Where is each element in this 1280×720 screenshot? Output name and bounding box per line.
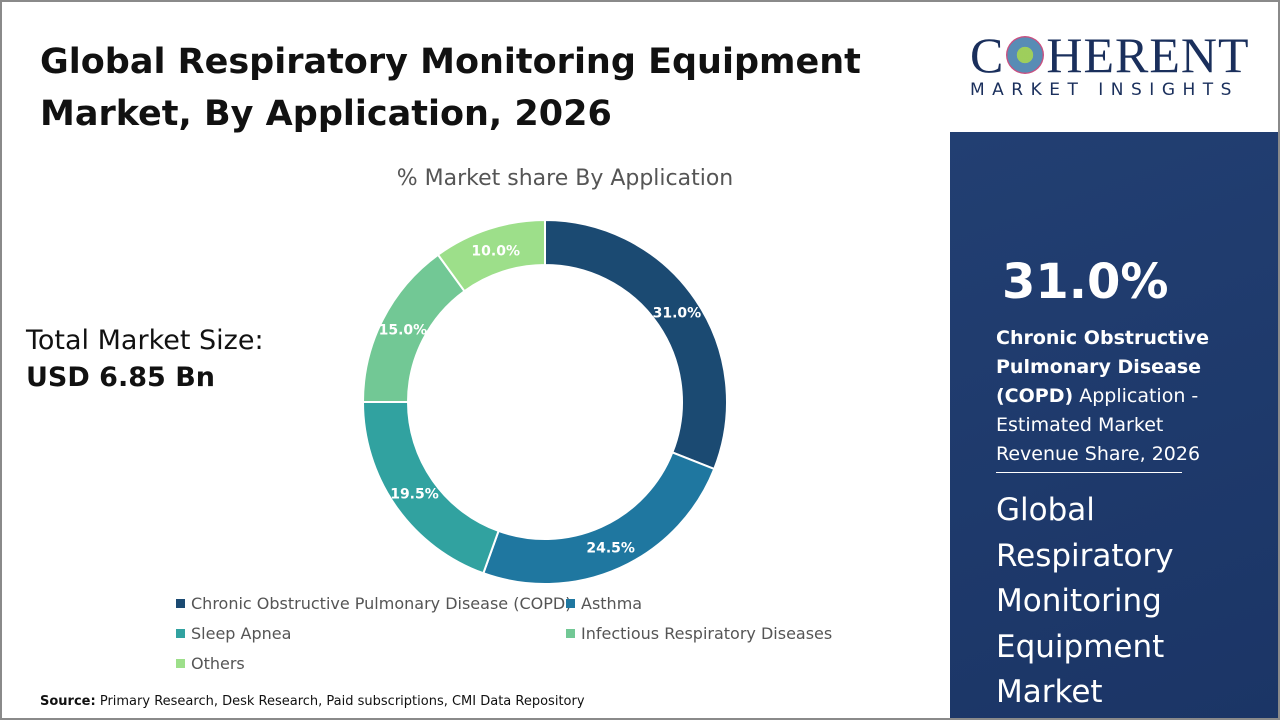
legend-swatch xyxy=(566,599,575,608)
legend-item-0: Chronic Obstructive Pulmonary Disease (C… xyxy=(176,594,571,613)
data-label-0: 31.0% xyxy=(653,305,702,321)
donut-chart: 31.0% 24.5% 19.5% 15.0% 10.0% xyxy=(361,218,728,585)
data-label-1: 24.5% xyxy=(586,540,635,556)
coherent-logo: C HERENT MARKET INSIGHTS xyxy=(950,2,1278,132)
data-label-3: 15.0% xyxy=(379,323,428,339)
legend-swatch xyxy=(176,629,185,638)
highlight-description: Chronic Obstructive Pulmonary Disease (C… xyxy=(996,324,1226,469)
legend-label: Chronic Obstructive Pulmonary Disease (C… xyxy=(191,594,572,613)
highlight-panel: 31.0% Chronic Obstructive Pulmonary Dise… xyxy=(950,132,1278,718)
legend-swatch xyxy=(566,629,575,638)
legend-label: Others xyxy=(191,654,245,673)
source-label: Source: xyxy=(40,694,96,709)
legend-label: Sleep Apnea xyxy=(191,624,292,643)
legend-swatch xyxy=(176,659,185,668)
page-title: Global Respiratory Monitoring Equipment … xyxy=(40,42,861,134)
legend-item-1: Asthma xyxy=(566,594,642,613)
chart-title: % Market share By Application xyxy=(396,166,734,191)
legend-label: Asthma xyxy=(581,594,643,613)
legend-item-3: Infectious Respiratory Diseases xyxy=(566,624,832,643)
logo-tagline: MARKET INSIGHTS xyxy=(970,80,1239,100)
logo-wordmark: C HERENT xyxy=(970,27,1250,83)
total-market-size: Total Market Size: USD 6.85 Bn xyxy=(26,325,264,393)
market-name: Global Respiratory Monitoring Equipment … xyxy=(996,492,1174,710)
data-label-4: 10.0% xyxy=(471,243,520,259)
donut-slice-0 xyxy=(544,218,728,471)
donut-slice-4 xyxy=(436,218,546,293)
legend-item-4: Others xyxy=(176,654,245,673)
total-label: Total Market Size: xyxy=(26,325,264,356)
segment-name: Chronic Obstructive Pulmonary Disease (C… xyxy=(996,327,1209,407)
divider xyxy=(996,472,1182,473)
legend-item-2: Sleep Apnea xyxy=(176,624,291,643)
data-label-2: 19.5% xyxy=(390,487,439,503)
source-note: Source: Primary Research, Desk Research,… xyxy=(40,694,585,709)
legend-label: Infectious Respiratory Diseases xyxy=(581,624,833,643)
legend-swatch xyxy=(176,599,185,608)
description-text: Application - Estimated Market Revenue S… xyxy=(996,385,1201,465)
source-text: Primary Research, Desk Research, Paid su… xyxy=(99,694,585,709)
donut-slice-1 xyxy=(482,451,716,585)
highlight-percent: 31.0% xyxy=(1002,254,1169,310)
total-value: USD 6.85 Bn xyxy=(26,362,215,393)
